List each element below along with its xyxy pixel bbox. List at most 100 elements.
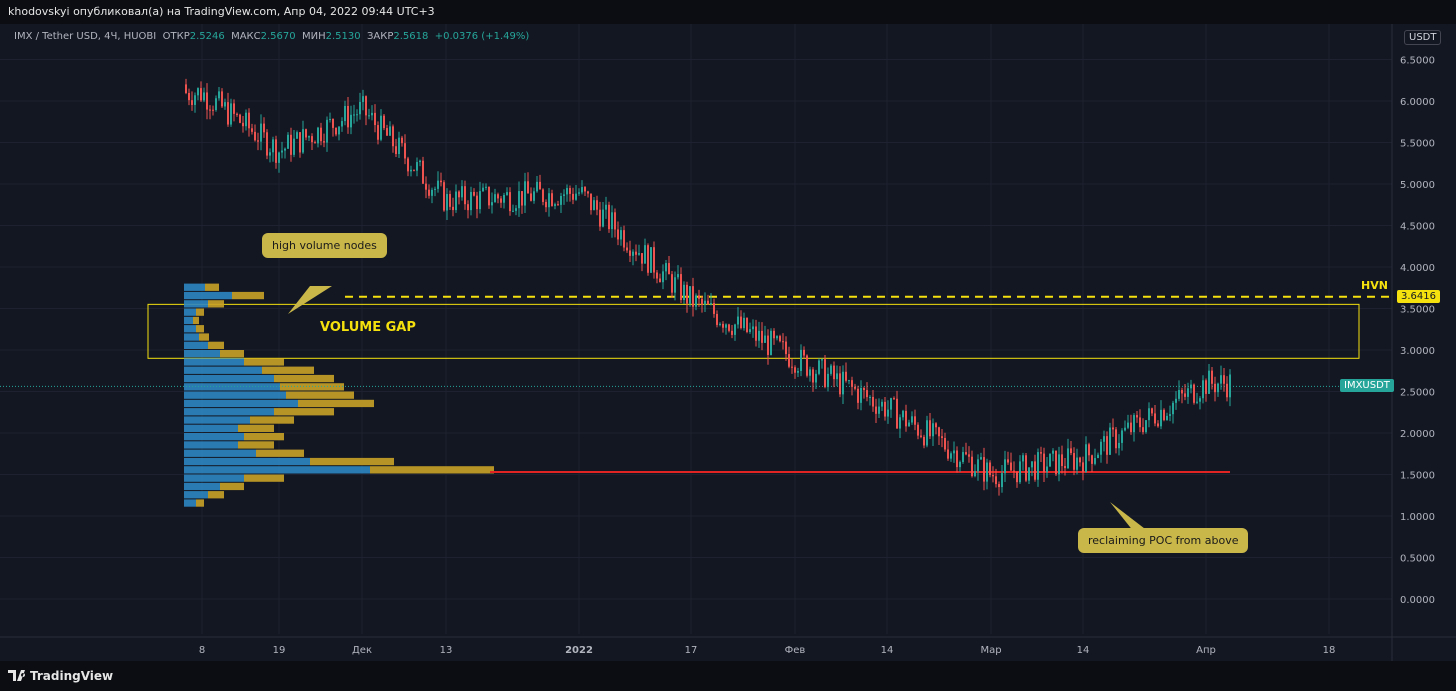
y-tick-label: 2.5000 [1400, 388, 1435, 399]
candle-body [536, 181, 538, 192]
candle-body [590, 193, 592, 211]
volume-profile-bar-up [184, 300, 208, 308]
candle-body [677, 274, 679, 278]
candle-body [971, 456, 973, 477]
candle-body [194, 95, 196, 105]
candle-body [836, 373, 838, 380]
volume-profile-bar-up [184, 433, 244, 441]
candle-body [851, 380, 853, 387]
y-tick-label: 4.0000 [1400, 263, 1435, 274]
volume-profile-bar-up [184, 491, 208, 499]
candle-body [950, 453, 952, 459]
candle-body [665, 263, 667, 272]
candle-body [1043, 453, 1045, 473]
candle-body [185, 84, 187, 93]
candle-body [1064, 466, 1066, 469]
candle-body [353, 114, 355, 116]
price-chart[interactable]: 0.0000 0.5000 1.0000 1.5000 2.0000 2.5000 3.00… [0, 24, 1456, 661]
candle-body [566, 188, 568, 195]
candle-body [392, 126, 394, 147]
candle-body [884, 401, 886, 417]
candle-body [446, 194, 448, 211]
candle-body [860, 387, 862, 403]
candle-body [674, 277, 676, 293]
candle-body [725, 324, 727, 328]
candle-body [1046, 466, 1048, 473]
candle-body [854, 386, 856, 389]
candle-body [545, 201, 547, 208]
candle-body [1133, 415, 1135, 433]
candle-body [305, 129, 307, 138]
candle-body [347, 106, 349, 128]
x-tick-label: 14 [881, 645, 894, 656]
candle-body [257, 140, 259, 142]
candle-body [1034, 461, 1036, 480]
candle-body [611, 212, 613, 230]
candle-body [638, 253, 640, 255]
candle-body [419, 160, 421, 163]
volume-profile-bar-up [184, 449, 256, 457]
volume-profile-bar-down [274, 408, 334, 416]
candle-body [203, 92, 205, 101]
candle-body [815, 373, 817, 383]
candle-body [656, 272, 658, 279]
candle-body [1130, 422, 1132, 433]
volume-profile-bar-down [208, 341, 224, 349]
volume-profile-bar-down [196, 499, 204, 507]
candle-body [476, 195, 478, 210]
candle-body [395, 146, 397, 155]
candle-body [464, 186, 466, 205]
candle-body [848, 380, 850, 382]
candle-body [743, 317, 745, 329]
candle-body [995, 476, 997, 485]
y-tick-label: 3.0000 [1400, 346, 1435, 357]
candle-body [1190, 384, 1192, 389]
candle-body [548, 193, 550, 208]
candle-body [278, 152, 280, 163]
callout-hvn-pointer [288, 286, 332, 314]
candle-body [368, 115, 370, 117]
candle-body [749, 329, 751, 332]
candle-body [1019, 461, 1021, 483]
candle-body [887, 409, 889, 417]
candle-body [1037, 452, 1039, 480]
candle-body [671, 274, 673, 293]
candle-body [377, 125, 379, 140]
candle-body [875, 406, 877, 414]
candle-body [755, 326, 757, 341]
candle-body [1127, 422, 1129, 428]
candle-body [1211, 370, 1213, 384]
candle-body [716, 313, 718, 325]
candle-body [410, 169, 412, 172]
volume-profile-bar-down [370, 466, 494, 474]
candle-body [431, 189, 433, 196]
candle-body [794, 367, 796, 373]
candle-body [485, 186, 487, 188]
candle-body [767, 335, 769, 355]
candle-body [689, 286, 691, 304]
candle-body [1094, 458, 1096, 464]
y-tick-label: 0.0000 [1400, 595, 1435, 606]
candle-body [245, 112, 247, 127]
candle-body [935, 423, 937, 428]
candle-body [914, 416, 916, 425]
candle-body [380, 115, 382, 140]
candle-body [1073, 453, 1075, 470]
volume-profile-bar-up [184, 366, 262, 374]
candle-body [1112, 427, 1114, 430]
candle-body [317, 127, 319, 144]
candle-body [1151, 408, 1153, 414]
candle-body [488, 186, 490, 206]
currency-button[interactable]: USDT [1404, 30, 1442, 45]
candle-body [869, 396, 871, 398]
low-value: 2.5130 [325, 31, 361, 42]
candle-body [983, 457, 985, 482]
candle-body [449, 194, 451, 207]
candle-body [470, 191, 472, 211]
candle-body [1208, 370, 1210, 394]
candle-body [581, 187, 583, 193]
candle-body [434, 188, 436, 190]
candle-body [1031, 461, 1033, 468]
footer-bar: TradingView [0, 661, 1456, 691]
volume-profile-bar-up [184, 333, 199, 341]
